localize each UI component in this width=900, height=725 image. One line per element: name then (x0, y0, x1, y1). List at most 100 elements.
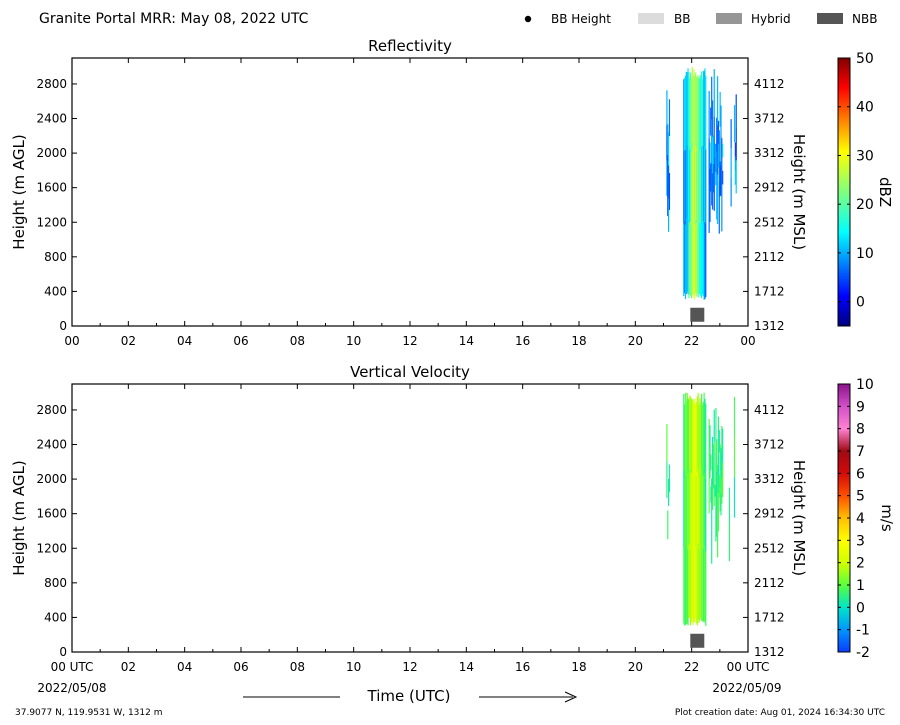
x-tick-label: 00 (64, 334, 79, 348)
heatmap-cell (684, 551, 686, 626)
heatmap-cell (684, 150, 687, 225)
heatmap-cell (688, 399, 690, 473)
heatmap-cell (697, 468, 699, 544)
heatmap-cell (689, 150, 691, 223)
heatmap-cell (713, 473, 715, 506)
heatmap-cell (735, 160, 737, 194)
heatmap-cell (710, 486, 712, 503)
heatmap-cell (693, 219, 695, 296)
heatmap-cell (722, 143, 724, 158)
x-tick-label: 22 (684, 660, 699, 674)
heatmap-cell (716, 151, 718, 186)
colorbar-tick-label: 5 (856, 489, 865, 505)
legend-hybrid-swatch (716, 13, 742, 24)
x-tick-label: 12 (402, 334, 417, 348)
heatmap-cell (715, 452, 717, 497)
heatmap-cell (694, 473, 696, 549)
heatmap-cell (716, 185, 718, 220)
heatmap-cell (717, 464, 719, 511)
heatmap-cell (695, 219, 697, 294)
heatmap-cell (712, 444, 714, 467)
x-tick-label: 00 UTC (51, 660, 94, 674)
heatmap-cell (687, 68, 689, 144)
heatmap-cell (686, 546, 688, 624)
heatmap-cell (695, 150, 698, 224)
heatmap-cell (684, 224, 687, 300)
heatmap-cell (730, 119, 732, 149)
heatmap-cell (683, 223, 685, 297)
y-tick-label-right: 2112 (754, 250, 785, 264)
heatmap-cell (700, 469, 703, 546)
heatmap-cell (689, 77, 691, 151)
heatmap-cell (711, 100, 714, 137)
heatmap-cell (686, 72, 688, 146)
heatmap-cell (688, 545, 690, 618)
heatmap-cell (699, 545, 701, 620)
heatmap-cell (720, 470, 722, 493)
heatmap-cell (711, 478, 713, 522)
heatmap-cell (667, 154, 669, 186)
colorbar-tick-label: -1 (856, 623, 870, 639)
heatmap-cell (702, 548, 704, 622)
heatmap-cell (720, 165, 722, 196)
heatmap-cell (708, 185, 710, 233)
colorbar-tick-label: 30 (856, 148, 874, 164)
date-end: 2022/05/09 (712, 681, 781, 695)
heatmap-cell (715, 496, 717, 542)
heatmap-cell (705, 477, 707, 552)
heatmap-cell (711, 119, 713, 163)
heatmap-cell (716, 439, 718, 472)
heatmap-cell (687, 473, 689, 550)
legend: BB Height BB Hybrid NBB (524, 12, 877, 26)
heatmap-cell (693, 69, 695, 145)
colorbar-tick-label: 10 (856, 377, 874, 393)
x-tick-label: 20 (628, 660, 643, 674)
heatmap-cell (695, 475, 698, 550)
heatmap-cell (711, 136, 714, 174)
heatmap-cell (695, 72, 697, 147)
heatmap-cell (698, 75, 700, 149)
heatmap-cell (697, 543, 699, 620)
heatmap-cell (719, 91, 721, 127)
heatmap-cell (687, 398, 689, 474)
heatmap-cell (703, 546, 705, 623)
heatmap-cell (701, 549, 704, 622)
heatmap-cell (730, 177, 732, 207)
heatmap-cell (698, 221, 700, 295)
heatmap-cell (703, 71, 705, 148)
heatmap-cell (719, 161, 721, 197)
x-tick-label: 06 (233, 660, 248, 674)
y-tick-label-right: 2912 (754, 507, 785, 521)
heatmap-cell (704, 398, 706, 473)
heatmap-cell (699, 150, 701, 223)
heatmap-cell (668, 478, 670, 506)
heatmap-cell (700, 393, 703, 470)
heatmap-cell (718, 181, 720, 234)
y-axis-right-label: Height (m MSL) (790, 134, 808, 250)
heatmap-cell (691, 218, 693, 295)
vertical-velocity-panel: Vertical Velocity 00 UTC 02 04 06 08 10 12 14 16… (10, 363, 896, 674)
heatmap-cell (710, 454, 712, 471)
heatmap-cell (698, 405, 700, 478)
y-tick-label-right: 4112 (754, 403, 785, 417)
y-tick-label: 0 (59, 645, 67, 659)
heatmap-cell (687, 143, 689, 219)
heatmap-cell (694, 548, 696, 623)
heatmap-cell (693, 476, 695, 549)
heatmap-cell (703, 469, 705, 547)
heatmap-cell (700, 146, 703, 223)
y-tick-label: 800 (44, 250, 67, 264)
heatmap-cell (691, 472, 693, 546)
x-tick-label: 06 (233, 334, 248, 348)
heatmap-cell (714, 157, 716, 172)
x-tick-label: 08 (290, 660, 305, 674)
heatmap-cell (689, 222, 691, 295)
plot-frame (71, 383, 749, 653)
heatmap-cell (690, 472, 693, 548)
x-tick-label: 16 (515, 334, 530, 348)
heatmap-cell (695, 404, 697, 476)
heatmap-cell (691, 399, 693, 473)
legend-bb-height-label: BB Height (551, 12, 611, 26)
